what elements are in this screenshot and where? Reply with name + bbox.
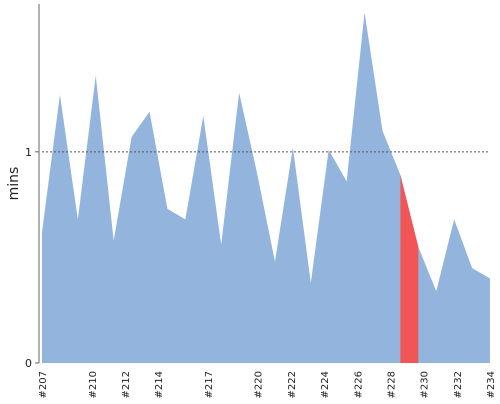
area-series bbox=[42, 12, 490, 364]
y-ticks: 01 bbox=[25, 146, 39, 370]
x-tick-label-6: #222 bbox=[287, 371, 298, 398]
x-tick-label-7: #224 bbox=[320, 371, 331, 398]
x-ticks: #207 #210 #212 #214 #217 #220 #222 #224 #226 #228… bbox=[38, 371, 497, 398]
x-tick-label-9: #228 bbox=[386, 371, 397, 398]
highlight-segment bbox=[400, 175, 419, 363]
x-tick-label-8: #226 bbox=[353, 371, 364, 398]
x-tick-label-0: #207 bbox=[38, 371, 49, 398]
x-tick-label-11: #232 bbox=[453, 371, 464, 398]
x-tick-label-1: #210 bbox=[88, 371, 99, 398]
x-tick-label-12: #234 bbox=[486, 371, 497, 398]
highlight-layer bbox=[400, 175, 419, 363]
y-axis-title: mins bbox=[6, 167, 22, 201]
x-tick-label-5: #220 bbox=[254, 371, 265, 398]
x-tick-label-10: #230 bbox=[420, 371, 431, 398]
x-tick-label-2: #212 bbox=[121, 371, 132, 398]
y-tick-label-1: 1 bbox=[25, 146, 32, 159]
y-tick-label-0: 0 bbox=[25, 357, 32, 370]
x-tick-label-3: #214 bbox=[154, 371, 165, 398]
area-layer bbox=[42, 12, 490, 364]
x-tick-label-4: #217 bbox=[204, 371, 215, 398]
